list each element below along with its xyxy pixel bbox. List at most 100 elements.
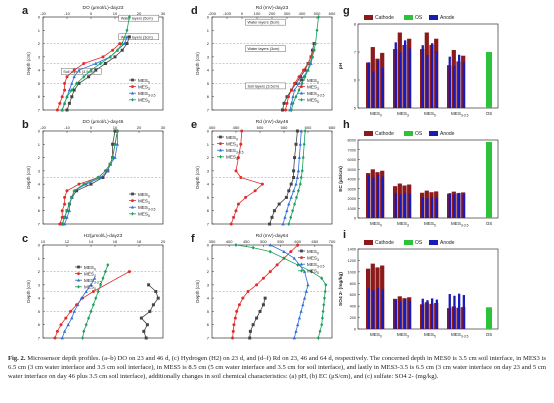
bar-anode <box>431 43 434 108</box>
y-tick-label: 6 <box>38 322 41 327</box>
data-point <box>94 68 98 72</box>
bar-anode <box>394 299 397 329</box>
data-point <box>99 61 103 66</box>
legend-label: Anode <box>440 240 455 246</box>
group-label: MES3 <box>397 332 409 339</box>
y-tick-label: 1 <box>207 28 210 33</box>
bar-anode <box>399 52 402 108</box>
y-axis-label: Depth (cm) <box>195 166 200 189</box>
data-point <box>248 329 252 333</box>
y-tick-label: 3 <box>207 168 210 173</box>
group-label: MES0 <box>370 332 382 339</box>
annotation-box <box>245 82 286 90</box>
data-point <box>58 101 62 105</box>
bar-anode <box>426 55 429 108</box>
panel-h: h 0 1000 2000 3000 4000 5000 6000 7000 8000 EC (μS… <box>338 119 499 228</box>
data-point <box>287 95 290 99</box>
data-point <box>82 74 86 79</box>
bar-anode <box>458 192 461 218</box>
data-point <box>82 329 86 334</box>
legend-label: MES5 <box>138 212 150 219</box>
data-point <box>294 182 298 186</box>
y-tick-label: 0 <box>207 15 210 20</box>
data-point <box>144 336 148 340</box>
panel-title: Rd (mV)-day46 <box>256 119 289 125</box>
data-point <box>81 336 85 340</box>
panel-title: Rd (mV)-day64 <box>256 233 289 239</box>
legend-marker <box>131 211 134 216</box>
y-tick-label: 1 <box>38 28 41 33</box>
data-point <box>287 202 291 206</box>
group-label: MES3-3.5 <box>451 221 469 228</box>
data-point <box>287 222 291 226</box>
data-point <box>296 188 300 193</box>
legend-label: MES3 <box>138 84 150 91</box>
data-point <box>63 81 67 85</box>
data-point <box>139 316 143 320</box>
bar-anode <box>421 45 424 108</box>
bar-anode <box>448 193 451 218</box>
data-point <box>96 289 100 294</box>
y-tick-label: 4 <box>207 68 210 73</box>
x-tick-label: 700 <box>329 239 336 244</box>
data-point <box>127 35 131 39</box>
data-point <box>239 176 243 179</box>
data-point <box>89 182 93 186</box>
legend-label: MES5 <box>307 98 319 105</box>
data-point <box>62 222 67 226</box>
data-point <box>125 35 129 39</box>
x-tick-label: 400 <box>209 125 216 130</box>
data-point <box>232 215 236 219</box>
legend-swatch <box>404 240 413 245</box>
data-point <box>111 155 115 160</box>
panel-title: Rd (mV)-day23 <box>256 5 289 11</box>
data-point <box>241 296 245 300</box>
y-tick-label: 1200 <box>348 259 356 263</box>
annotation-box <box>61 68 102 75</box>
bar-anode <box>408 300 412 329</box>
group-label: MES0 <box>370 111 382 118</box>
data-point <box>122 41 127 45</box>
panel-a: a DO (μmol/L)-day23 -20 -10 0 10 20 30 0 1 2 3 4 5 6 7 D… <box>22 5 166 113</box>
data-point <box>229 222 233 226</box>
data-point <box>65 189 69 193</box>
x-tick-label: 600 <box>329 11 336 16</box>
y-tick-label: 2 <box>207 41 210 46</box>
group-label: OS <box>486 111 492 116</box>
y-tick-label: 1000 <box>348 207 356 211</box>
data-point <box>309 269 313 274</box>
data-point <box>234 243 238 247</box>
legend-label: MES0 <box>138 192 150 199</box>
y-tick-label: 200 <box>350 316 356 320</box>
data-point <box>67 101 71 105</box>
y-tick-label: 2 <box>207 269 210 274</box>
data-point <box>63 215 67 220</box>
y-tick-label: 2 <box>38 155 41 160</box>
data-point <box>296 322 300 327</box>
data-point <box>55 329 59 333</box>
data-point <box>299 175 303 180</box>
legend-swatch <box>429 240 438 245</box>
legend-marker <box>219 135 222 139</box>
legend-label: MES3-3.5 <box>84 278 102 285</box>
legend-label: OS <box>415 131 423 137</box>
data-point <box>281 108 284 112</box>
data-point <box>290 88 293 92</box>
bar-anode <box>367 62 370 108</box>
data-point <box>281 222 285 226</box>
data-point <box>251 245 255 250</box>
panel-letter: e <box>191 119 197 131</box>
data-point <box>301 155 305 160</box>
data-point <box>75 81 79 86</box>
data-point <box>295 175 300 179</box>
y-tick-label: 5 <box>207 195 210 200</box>
legend-label: MES5 <box>226 155 238 162</box>
data-point <box>302 296 307 300</box>
data-point <box>296 169 301 173</box>
y-tick-label: 7 <box>38 108 41 113</box>
bar-anode <box>399 194 402 218</box>
data-point <box>302 269 307 273</box>
data-point <box>289 250 293 254</box>
legend-marker <box>130 91 135 95</box>
panel-e: e Rd (mV)-day46 400 450 500 550 600 650 0 1 2 3 4 5 6 7… <box>191 119 336 227</box>
